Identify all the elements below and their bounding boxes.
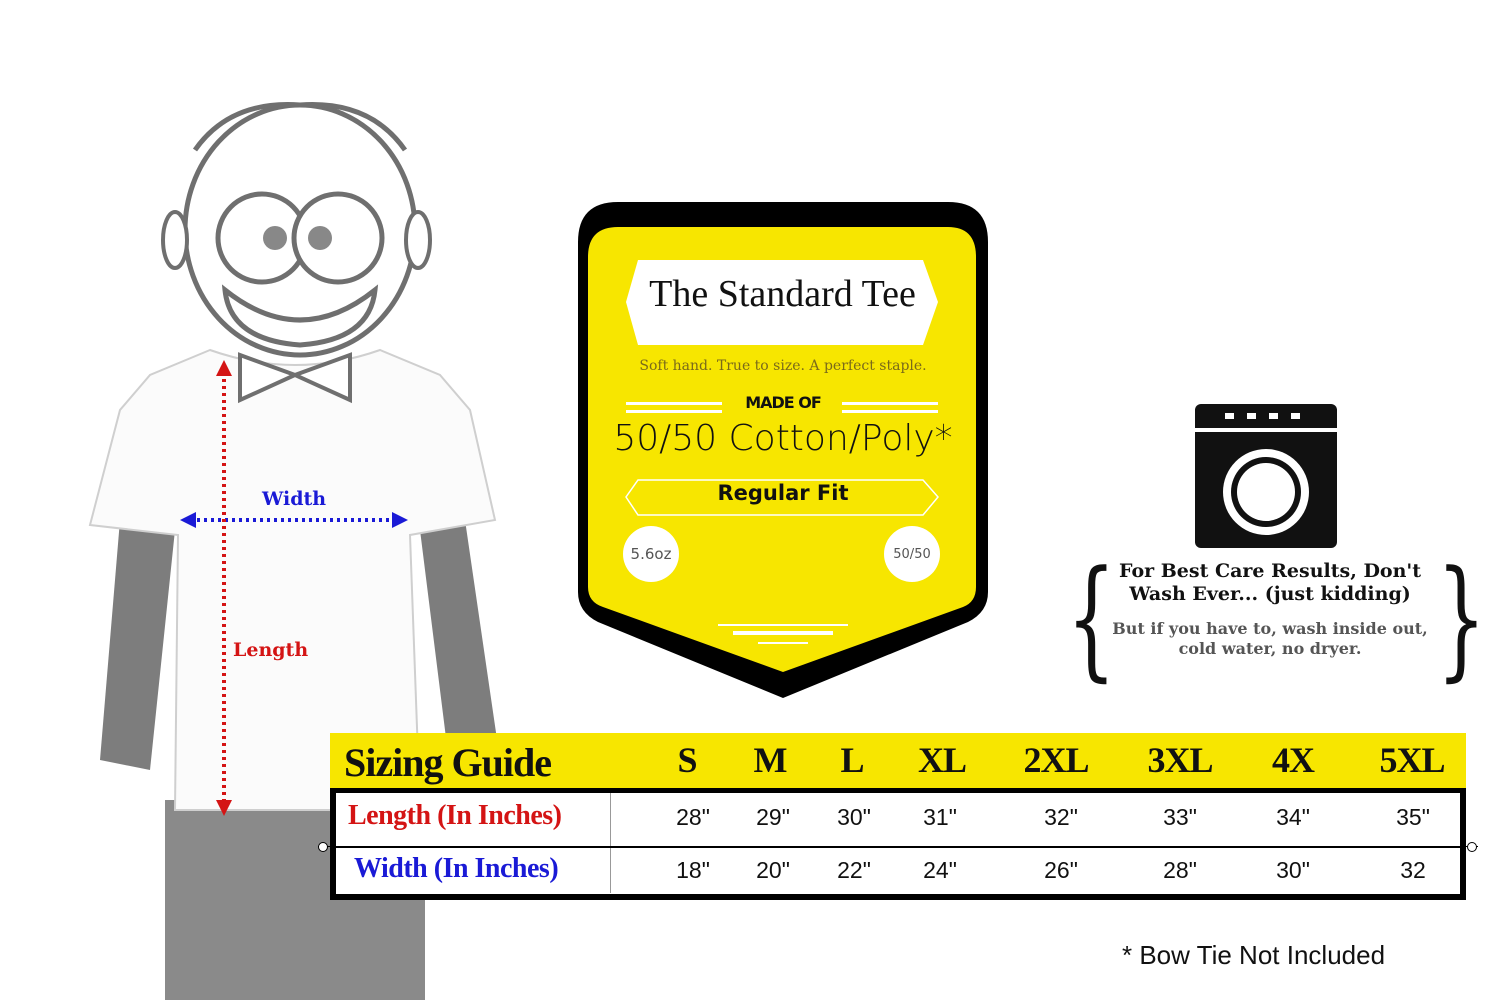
fit-label: Regular Fit	[717, 481, 849, 505]
table-cell: 31"	[923, 804, 957, 830]
weight-seal: 5.6oz	[623, 526, 679, 582]
care-title: For Best Care Results, Don't Wash Ever..…	[1119, 560, 1421, 605]
row-label: Length (In Inches)	[348, 800, 562, 831]
size-header-m: M	[753, 740, 788, 780]
table-cell: 26"	[1044, 857, 1078, 883]
length-label: Length	[233, 639, 309, 661]
size-header-2xl: 2XL	[1023, 740, 1089, 780]
size-header-4x: 4X	[1272, 740, 1315, 780]
table-cell: 28"	[1163, 857, 1197, 883]
size-header-s: S	[677, 740, 697, 780]
sizing-table-body	[330, 788, 1466, 900]
size-header-3xl: 3XL	[1147, 740, 1213, 780]
table-cell: 32	[1400, 857, 1426, 883]
size-header-l: L	[840, 740, 864, 780]
table-cell: 20"	[756, 857, 790, 883]
left-arm	[100, 520, 175, 770]
table-cell: 18"	[676, 857, 710, 883]
table-cell: 30"	[1276, 857, 1310, 883]
washing-machine-icon	[1195, 404, 1337, 548]
width-label: Width	[262, 488, 327, 510]
right-brace: }	[1436, 542, 1487, 694]
title-banner	[626, 260, 938, 345]
right-eye	[291, 191, 385, 285]
table-cell: 28"	[676, 804, 710, 830]
blend-text: 50/50	[893, 546, 931, 562]
left-brace: {	[1066, 542, 1117, 694]
table-cell: 35"	[1396, 804, 1430, 830]
table-cell: 33"	[1163, 804, 1197, 830]
sizing-table-header	[330, 733, 1466, 789]
care-subtitle: But if you have to, wash inside out, col…	[1112, 619, 1428, 658]
table-cell: 30"	[837, 804, 871, 830]
grin	[221, 284, 379, 348]
table-cell: 22"	[837, 857, 871, 883]
size-header-5xl: 5XL	[1379, 740, 1445, 780]
table-cell: 32"	[1044, 804, 1078, 830]
blend-seal: 50/50	[884, 526, 940, 582]
footnote: * Bow Tie Not Included	[1122, 940, 1386, 970]
badge-title: The Standard Tee	[649, 273, 916, 315]
badge-tagline: Soft hand. True to size. A perfect stapl…	[639, 358, 927, 374]
product-badge	[578, 202, 988, 698]
table-cell: 29"	[756, 804, 790, 830]
material: 50/50 Cotton/Poly*	[613, 418, 953, 459]
tshirt-figure-illustration	[88, 102, 500, 1000]
table-cell: 24"	[923, 857, 957, 883]
made-of-label: MADE OF	[745, 393, 822, 412]
weight-text: 5.6oz	[630, 545, 672, 563]
sizing-guide-title: Sizing Guide	[344, 740, 552, 785]
right-arm	[420, 520, 500, 770]
fit-banner	[625, 479, 939, 516]
size-header-xl: XL	[917, 740, 967, 780]
row-label: Width (In Inches)	[354, 853, 559, 884]
table-cell: 34"	[1276, 804, 1310, 830]
bow-tie	[238, 352, 352, 404]
